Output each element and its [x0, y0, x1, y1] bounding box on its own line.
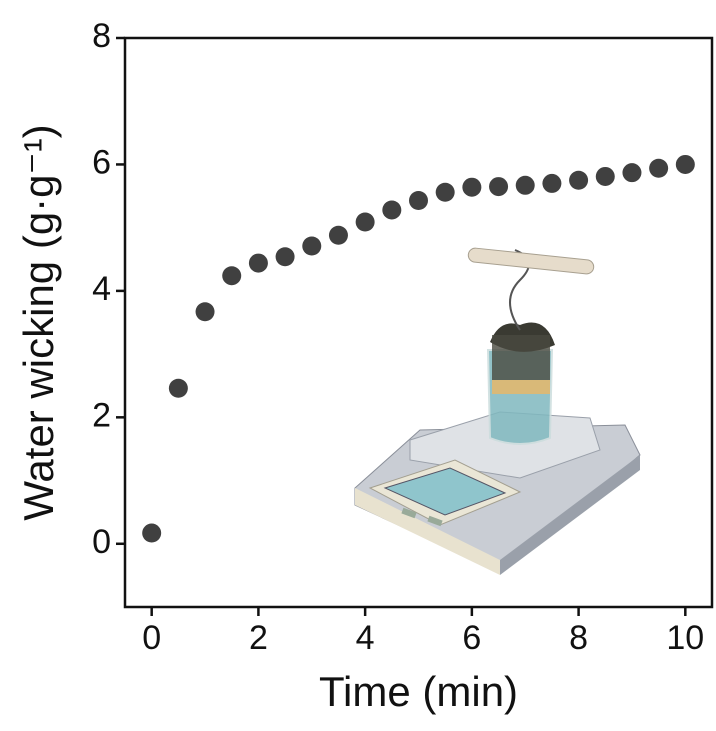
plot-frame — [123, 36, 714, 609]
y-tick-label: 6 — [92, 143, 111, 181]
point — [515, 175, 535, 195]
point — [569, 170, 589, 190]
point — [435, 182, 455, 202]
point — [489, 177, 509, 197]
point — [622, 163, 642, 183]
point — [675, 154, 695, 174]
point — [542, 173, 562, 193]
y-axis-label: Water wicking (g·g⁻¹) — [15, 124, 62, 520]
point — [275, 247, 295, 267]
point — [248, 253, 268, 273]
point — [168, 378, 188, 398]
point — [195, 302, 215, 322]
point — [382, 200, 402, 220]
point — [302, 236, 322, 256]
point — [355, 212, 375, 232]
x-tick-label: 0 — [142, 619, 161, 657]
point — [409, 190, 428, 210]
y-tick-label: 2 — [92, 396, 111, 434]
point — [462, 177, 482, 197]
point — [222, 266, 242, 286]
x-tick-label: 6 — [462, 619, 481, 657]
x-tick-label: 8 — [569, 619, 588, 657]
y-tick-label: 0 — [92, 523, 111, 561]
y-tick-label: 4 — [92, 270, 111, 308]
inset-illustration — [354, 247, 641, 575]
point — [328, 225, 348, 245]
point — [142, 523, 162, 543]
x-tick-label: 2 — [249, 619, 268, 657]
x-tick-label: 4 — [356, 619, 375, 657]
y-tick-label: 8 — [92, 17, 111, 55]
point — [649, 158, 669, 178]
x-axis-label: Time (min) — [319, 668, 518, 715]
x-tick-label: 10 — [666, 619, 704, 657]
point — [595, 166, 615, 186]
